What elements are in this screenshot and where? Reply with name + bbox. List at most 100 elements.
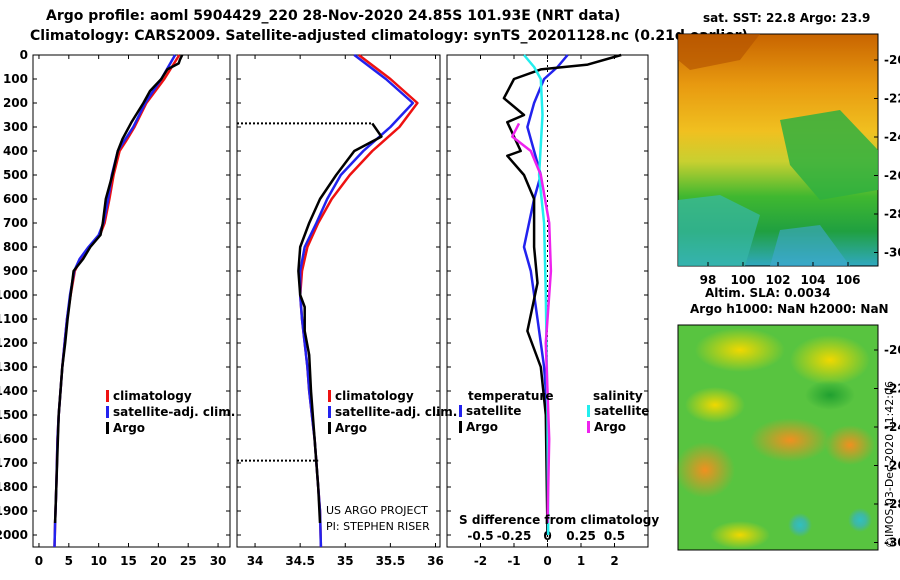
sla-map-blob — [788, 513, 812, 537]
salinity-panel: 34 34.5 35 35.5 36 — [236, 54, 444, 568]
x-tick-label: -1 — [507, 554, 520, 568]
map-y-tick-label: -24 — [884, 420, 900, 434]
series-line-argo — [297, 122, 383, 524]
difference-panel: -2 -1 0 1 2-0.5 -0.25 0 0.25 0.5 — [446, 53, 649, 568]
salinity-diff-tick-label: -0.25 — [497, 529, 532, 543]
series-line-climatology — [53, 54, 181, 548]
temperature-panel: 0100200300400500600700800900100011001200… — [0, 48, 231, 568]
sst-map-blue-patch — [770, 225, 850, 266]
sla-map-blob — [848, 508, 872, 532]
legend-label-sal-satellite: satellite — [594, 404, 649, 418]
depth-tick-label: 200 — [3, 96, 28, 110]
sla-map-blob — [685, 387, 745, 423]
credit-project: US ARGO PROJECT — [326, 504, 428, 517]
map-x-tick-label: 102 — [765, 273, 790, 287]
sst-map-green-patch — [780, 110, 878, 200]
legend-label-satellite-adj: satellite-adj. clim. — [335, 405, 457, 419]
depth-tick-label: 500 — [3, 168, 28, 182]
sst-map-title: sat. SST: 22.8 Argo: 23.9 — [703, 11, 870, 25]
map-x-tick-label: 106 — [835, 273, 860, 287]
x-tick-label: 0 — [35, 554, 43, 568]
figure-title-line2: Climatology: CARS2009. Satellite-adjuste… — [30, 28, 748, 44]
x-tick-label: 25 — [180, 554, 197, 568]
legend-swatch-argo — [106, 422, 109, 434]
series-line-salinity-argo — [511, 122, 553, 524]
map-y-tick-label: -26 — [884, 459, 900, 473]
salinity-diff-tick-label: 0.25 — [566, 529, 596, 543]
series-line-argo — [53, 54, 184, 524]
credit-pi: PI: STEPHEN RISER — [326, 520, 430, 533]
depth-tick-label: 400 — [3, 144, 28, 158]
legend-swatch-sal-satellite — [587, 405, 590, 417]
depth-tick-label: 1400 — [0, 384, 28, 398]
depth-tick-label: 2000 — [0, 528, 28, 542]
salinity-diff-tick-label: 0.5 — [604, 529, 625, 543]
map-x-tick-label: 98 — [700, 273, 717, 287]
difference-xlabel: S difference from climatology — [459, 513, 659, 527]
map-y-tick-label: -22 — [884, 92, 900, 106]
temperature-legend: climatology satellite-adj. clim. Argo — [106, 389, 235, 435]
legend-swatch-temp-satellite — [459, 405, 462, 417]
legend-swatch-satellite-adj — [106, 406, 109, 418]
sla-map-blob — [790, 335, 870, 385]
legend-label-argo: Argo — [335, 421, 367, 435]
map-x-tick-label: 104 — [800, 273, 825, 287]
sst-map-dark-patch — [678, 34, 760, 70]
plot-frame — [236, 54, 441, 548]
map-y-tick-label: -26 — [884, 169, 900, 183]
legend-label-satellite-adj: satellite-adj. clim. — [113, 405, 235, 419]
sla-map-blob — [750, 418, 830, 462]
legend-label-argo: Argo — [113, 421, 145, 435]
figure-title-line1: Argo profile: aoml 5904429_220 28-Nov-20… — [46, 8, 620, 24]
legend-label-climatology: climatology — [335, 389, 414, 403]
x-tick-label: 34 — [247, 554, 264, 568]
sla-map-blob — [675, 442, 735, 498]
legend-swatch-sal-argo — [587, 421, 590, 433]
sla-map-blob — [710, 521, 770, 549]
depth-tick-label: 1700 — [0, 456, 28, 470]
map-y-tick-label: -28 — [884, 497, 900, 511]
x-tick-label: 0 — [543, 554, 551, 568]
depth-tick-label: 1800 — [0, 480, 28, 494]
x-tick-label: 35 — [337, 554, 354, 568]
depth-tick-label: 1300 — [0, 360, 28, 374]
depth-tick-label: 700 — [3, 216, 28, 230]
x-tick-label: 36 — [427, 554, 444, 568]
depth-tick-label: 0 — [20, 48, 28, 62]
x-tick-label: 2 — [610, 554, 618, 568]
sst-map: sat. SST: 22.8 Argo: 23.9 -20-22-24-26-2… — [677, 11, 900, 287]
legend-salinity-title: salinity — [593, 389, 643, 403]
x-tick-label: -2 — [474, 554, 487, 568]
legend-swatch-temp-argo — [459, 421, 462, 433]
x-tick-label: 34.5 — [285, 554, 315, 568]
x-tick-label: 35.5 — [376, 554, 406, 568]
salinity-diff-tick-label: -0.5 — [467, 529, 493, 543]
sla-map-blob — [695, 328, 785, 372]
depth-tick-label: 300 — [3, 120, 28, 134]
sla-map-blob — [805, 380, 855, 410]
sla-map: Altim. SLA: 0.0034 Argo h1000: NaN h2000… — [675, 286, 900, 551]
sla-map-axes: -20 -22 -24 -26 -28 -30 — [874, 343, 900, 550]
depth-tick-label: 900 — [3, 264, 28, 278]
salinity-legend: climatology satellite-adj. clim. Argo US… — [326, 389, 457, 533]
sst-map-cyan-patch — [678, 195, 760, 266]
sla-map-title2: Argo h1000: NaN h2000: NaN — [690, 302, 889, 316]
depth-tick-label: 100 — [3, 72, 28, 86]
series-line-satellite-adj-clim — [53, 54, 177, 548]
depth-tick-label: 1500 — [0, 408, 28, 422]
legend-swatch-satellite-adj — [328, 406, 331, 418]
legend-label-climatology: climatology — [113, 389, 192, 403]
plot-frame — [32, 54, 231, 548]
map-y-tick-label: -20 — [884, 53, 900, 67]
legend-label-temp-satellite: satellite — [466, 404, 521, 418]
depth-tick-label: 1000 — [0, 288, 28, 302]
sla-map-blob — [825, 425, 875, 465]
depth-tick-label: 600 — [3, 192, 28, 206]
map-y-tick-label: -30 — [884, 246, 900, 260]
map-y-tick-label: -24 — [884, 130, 900, 144]
legend-label-sal-argo: Argo — [594, 420, 626, 434]
sla-map-title1: Altim. SLA: 0.0034 — [705, 286, 831, 300]
depth-tick-label: 1900 — [0, 504, 28, 518]
imos-credit: ©IMOS 03-Dec-2020 11:42:06 — [883, 381, 896, 548]
